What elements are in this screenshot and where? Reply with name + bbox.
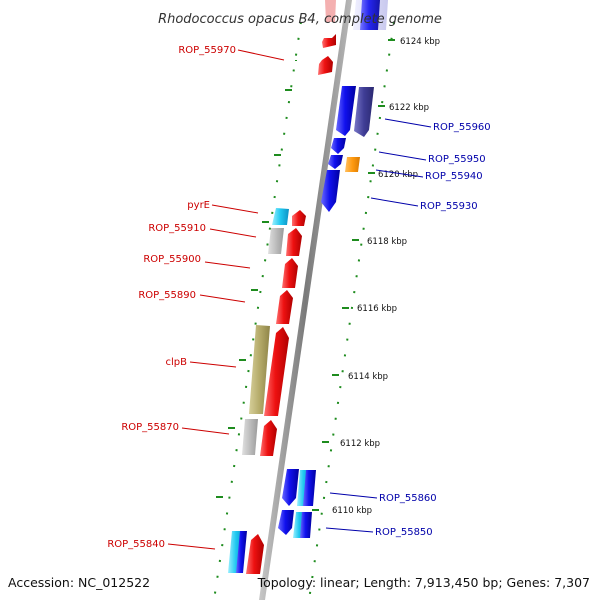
kbp-ticks [312, 39, 395, 511]
gene-arrow[interactable] [328, 155, 343, 169]
gene-arrow[interactable] [331, 138, 346, 154]
gene-arrow[interactable] [336, 86, 356, 136]
gene-arrow[interactable] [300, 512, 312, 538]
gene-label[interactable]: ROP_55940 [425, 171, 483, 182]
gene-label[interactable]: ROP_55950 [428, 154, 486, 165]
gene-arrow[interactable] [345, 157, 360, 172]
gene-labels-right: ROP_55960 ROP_55950 ROP_55940 ROP_55930 … [375, 122, 491, 538]
map-title: Rhodococcus opacus B4, complete genome [158, 12, 442, 27]
leader-lines-right [325, 118, 432, 533]
gene-arrow[interactable] [246, 534, 264, 574]
track-boundary-outer-left [213, 21, 302, 600]
gene-label[interactable]: ROP_55840 [107, 539, 165, 550]
gene-arrow[interactable] [276, 290, 293, 324]
gene-label[interactable]: ROP_55900 [143, 254, 201, 265]
track-boundaries [213, 21, 395, 600]
tick-label: 6112 kbp [340, 439, 380, 449]
gene-arrow[interactable] [282, 469, 299, 506]
gene-arrow[interactable] [268, 228, 284, 254]
gene-arrow[interactable] [278, 510, 294, 535]
gene-arrow[interactable] [242, 419, 258, 455]
genome-backbone [259, 0, 352, 600]
gene-label[interactable]: clpB [166, 357, 188, 368]
backbone-strip [259, 0, 352, 600]
gene-label[interactable]: pyrE [187, 200, 210, 211]
tick-label: 6110 kbp [332, 506, 372, 516]
kbp-tick-labels: 6124 kbp 6122 kbp 6120 kbp 6118 kbp 6116… [332, 37, 440, 516]
track-dashes-left [216, 60, 297, 498]
gene-arrow[interactable] [292, 210, 306, 226]
gene-arrow[interactable] [325, 0, 336, 22]
gene-arrow[interactable] [303, 470, 316, 506]
gene-arrow[interactable] [249, 325, 270, 414]
reverse-strand-genes [278, 0, 388, 538]
gene-label[interactable]: ROP_55910 [148, 223, 206, 234]
gene-label[interactable]: ROP_55930 [420, 201, 478, 212]
gene-label[interactable]: ROP_55970 [178, 45, 236, 56]
gene-label[interactable]: ROP_55870 [121, 422, 179, 433]
gene-labels-left: ROP_55970 pyrE ROP_55910 ROP_55900 ROP_5… [107, 45, 236, 550]
gene-arrow[interactable] [282, 258, 298, 288]
gene-arrow[interactable] [318, 56, 333, 75]
gene-label[interactable]: ROP_55890 [138, 290, 196, 301]
gene-arrow[interactable] [286, 228, 302, 256]
tick-label: 6120 kbp [378, 170, 418, 180]
gene-arrow[interactable] [272, 208, 289, 225]
forward-strand-genes [228, 0, 336, 574]
gene-arrow[interactable] [354, 87, 374, 137]
gene-label[interactable]: ROP_55860 [379, 493, 437, 504]
gene-label[interactable]: ROP_55850 [375, 527, 433, 538]
accession-text: Accession: NC_012522 [8, 575, 150, 590]
topology-text: Topology: linear; Length: 7,913,450 bp; … [257, 575, 590, 590]
gene-arrow[interactable] [322, 34, 336, 48]
gene-arrow[interactable] [360, 0, 380, 30]
tick-label: 6122 kbp [389, 103, 429, 113]
tick-label: 6124 kbp [400, 37, 440, 47]
leader-lines-left [167, 49, 285, 550]
gene-arrow[interactable] [260, 420, 277, 456]
gene-arrow[interactable] [321, 170, 340, 212]
gene-label[interactable]: ROP_55960 [433, 122, 491, 133]
track-boundary-inner-right [308, 21, 395, 600]
tick-label: 6116 kbp [357, 304, 397, 314]
gene-arrow[interactable] [264, 327, 289, 416]
gene-arrow[interactable] [236, 531, 247, 573]
tick-label: 6118 kbp [367, 237, 407, 247]
tick-label: 6114 kbp [348, 372, 388, 382]
